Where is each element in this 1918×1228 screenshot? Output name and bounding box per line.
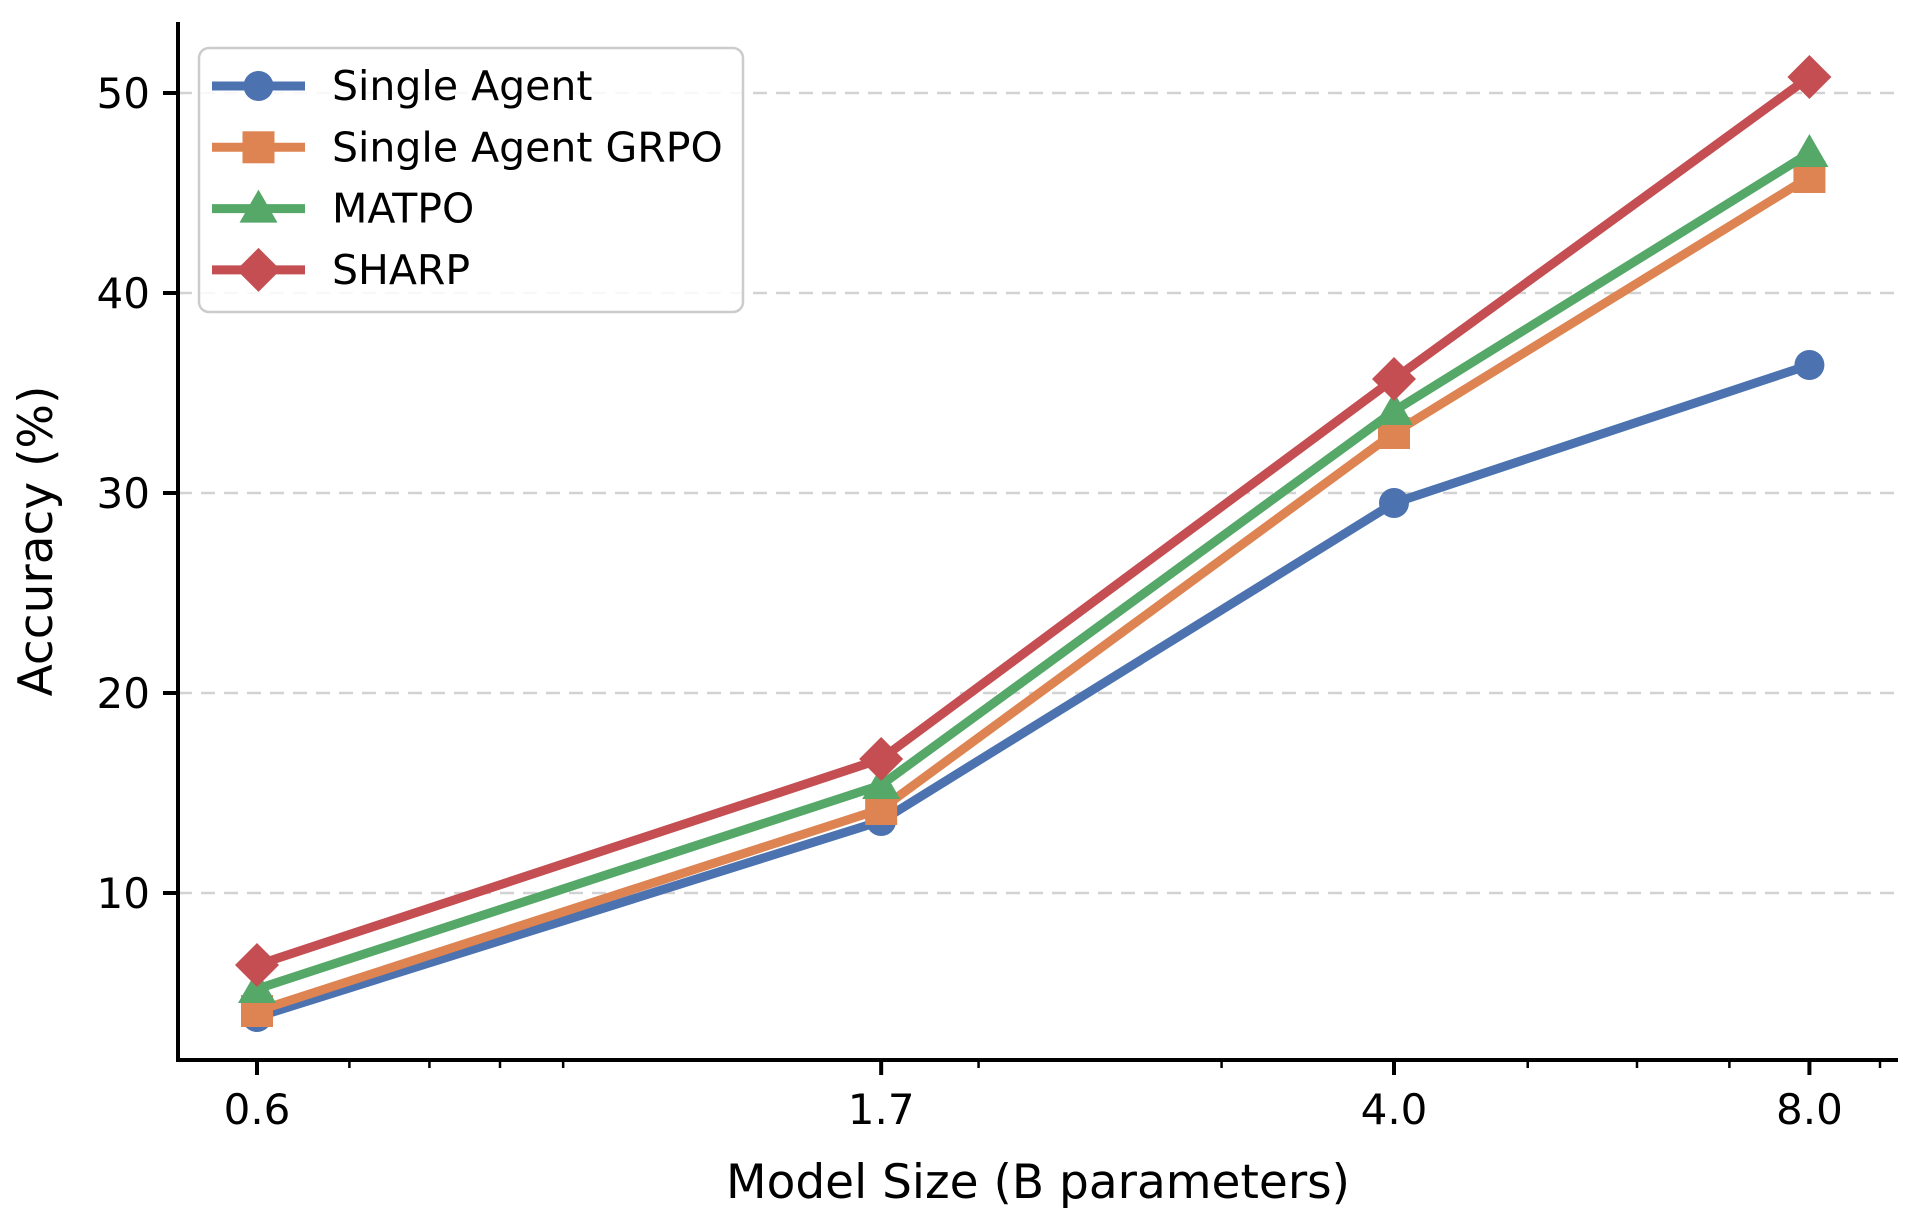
marker-diamond-sharp (1787, 55, 1832, 99)
legend-triangle-icon (239, 189, 278, 223)
x-tick-label: 0.6 (224, 1085, 291, 1134)
y-tick-label: 10 (97, 869, 150, 918)
legend-label: Single Agent GRPO (332, 123, 723, 171)
series-line-sharp (255, 73, 1813, 970)
legend-frame (197, 46, 745, 314)
legend: Single Agent Single Agent GRPO MATPO SHARP (197, 46, 745, 314)
series-line-matpo (255, 149, 1812, 994)
series-line-single-agent (255, 360, 1811, 1022)
x-tick-label: 4.0 (1361, 1085, 1428, 1134)
legend-label: SHARP (332, 246, 470, 294)
marker-diamond-sharp (1371, 357, 1416, 401)
marker-diamond-sharp (235, 943, 279, 987)
y-tick-label: 30 (97, 469, 150, 518)
marker-triangle-matpo (862, 766, 901, 799)
marker-triangle-matpo (1790, 134, 1829, 167)
legend-label: Single Agent (332, 62, 592, 110)
y-axis-title: Accuracy (%) (9, 386, 64, 697)
y-tick-label: 50 (97, 69, 150, 118)
legend-label: MATPO (332, 185, 474, 233)
marker-diamond-sharp (859, 737, 904, 781)
x-tick-label: 8.0 (1776, 1085, 1843, 1134)
legend-square-icon (242, 131, 275, 164)
legend-entry-sharp: SHARP (212, 246, 470, 294)
marker-circle-single-agent (1378, 488, 1409, 518)
marker-triangle-matpo (1374, 392, 1413, 425)
series-line-single-agent-grpo (255, 173, 1812, 1016)
x-tick-label: 1.7 (848, 1085, 915, 1134)
legend-circle-icon (243, 71, 274, 101)
legend-entry-matpo: MATPO (212, 185, 474, 233)
marker-circle-single-agent (1794, 350, 1825, 380)
legend-diamond-icon (236, 247, 281, 292)
y-tick-label: 20 (97, 669, 150, 718)
legend-entry-single-agent-grpo: Single Agent GRPO (212, 123, 723, 171)
x-axis-title: Model Size (B parameters) (726, 1155, 1350, 1210)
y-tick-label: 40 (97, 269, 150, 318)
legend-entry-single-agent: Single Agent (212, 62, 592, 110)
